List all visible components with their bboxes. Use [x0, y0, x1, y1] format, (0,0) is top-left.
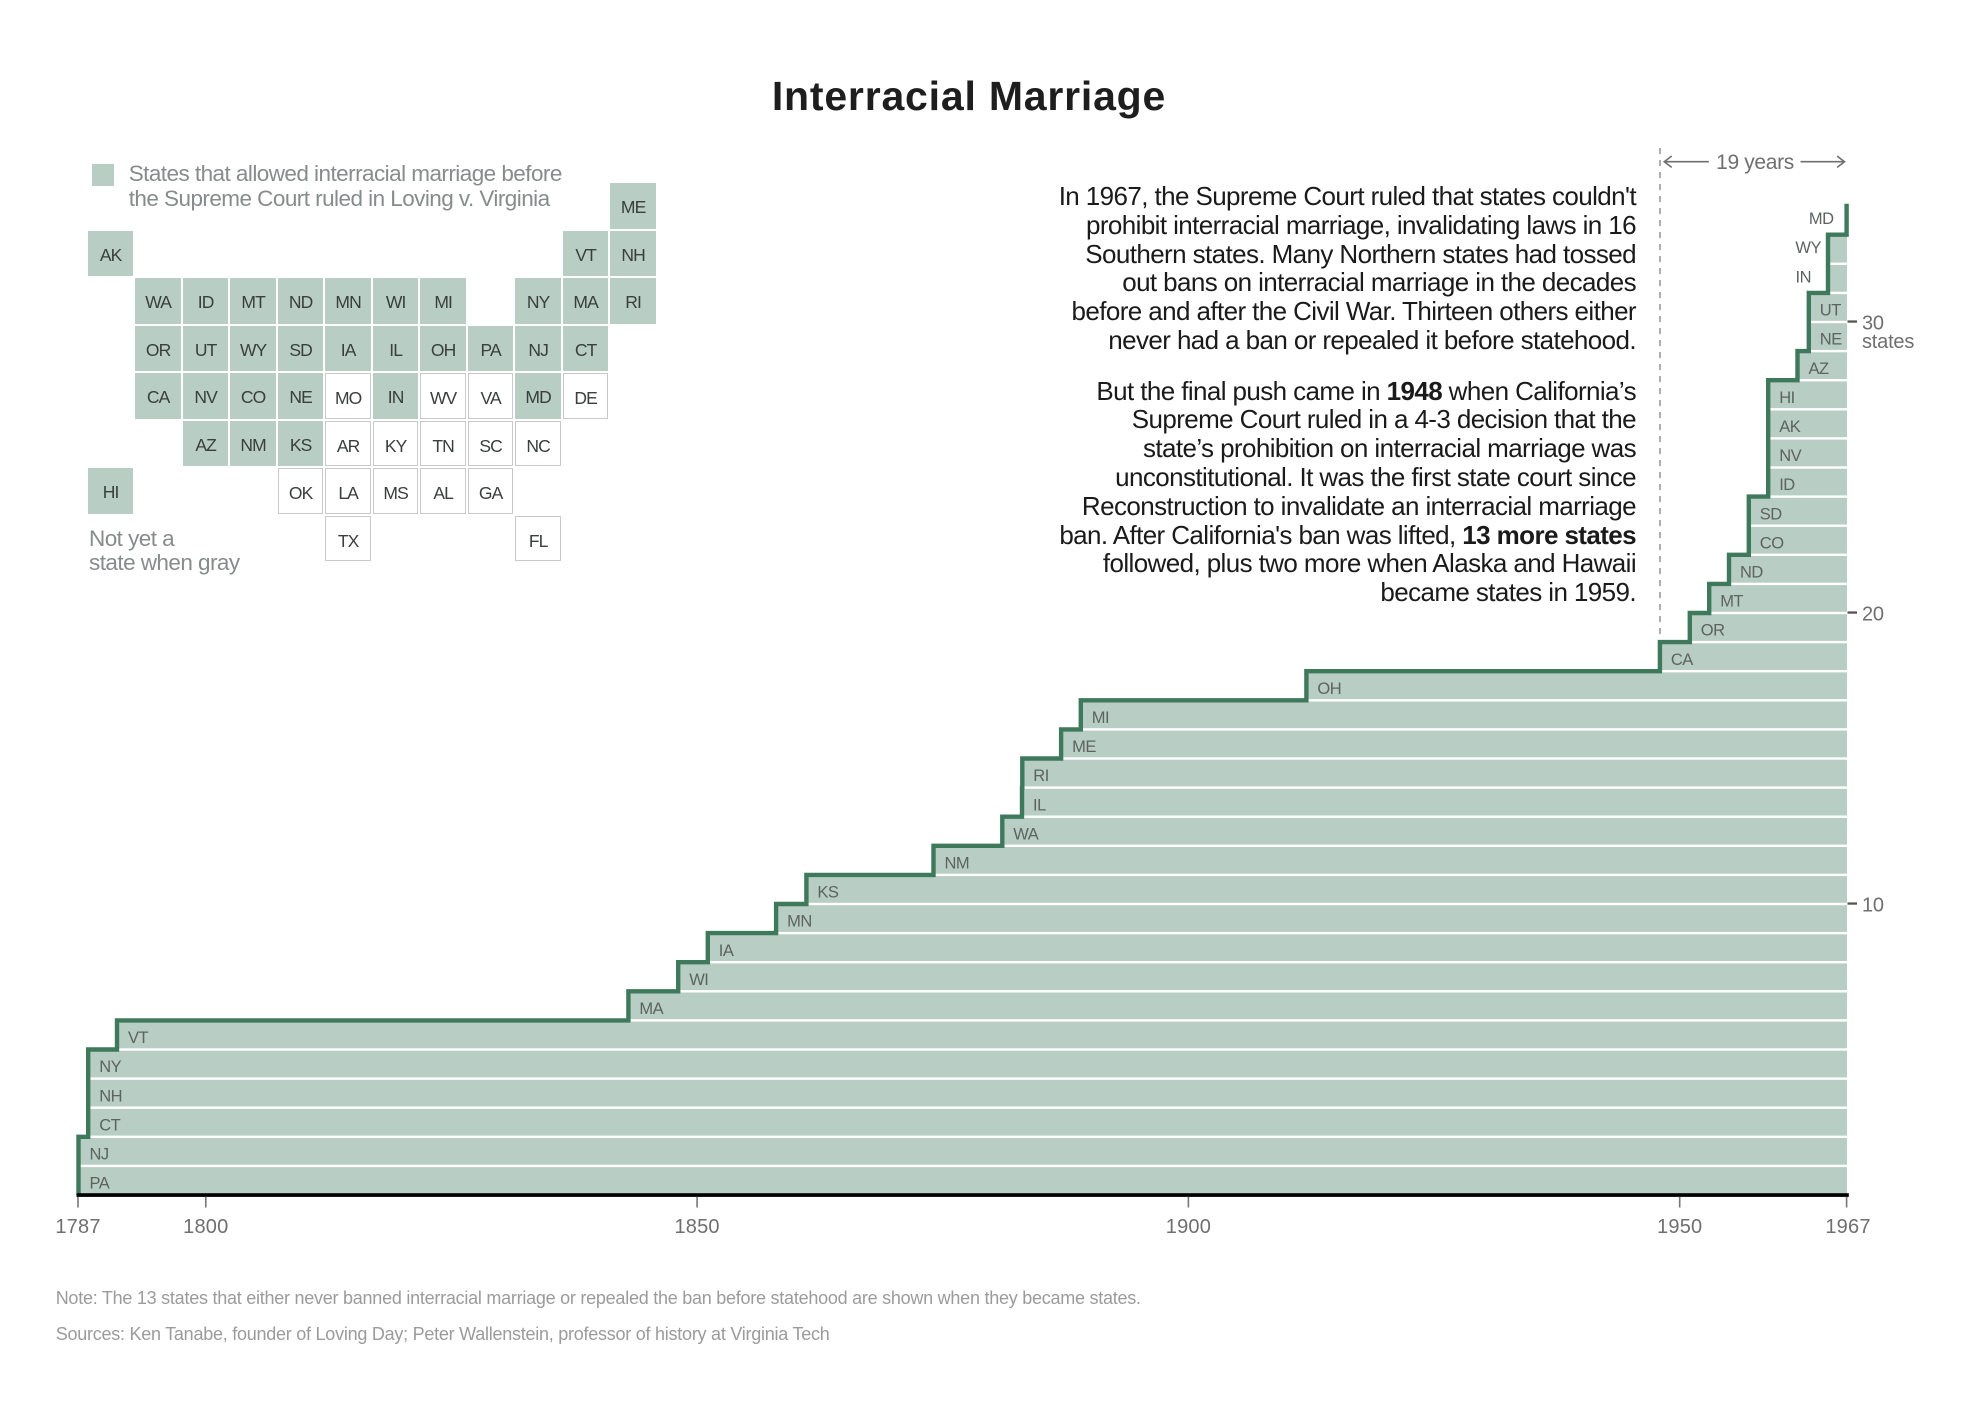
svg-text:NJ: NJ	[90, 1146, 109, 1164]
svg-text:1950: 1950	[1657, 1216, 1702, 1238]
svg-text:OR: OR	[1701, 622, 1725, 640]
svg-text:KS: KS	[817, 884, 839, 902]
svg-text:1900: 1900	[1166, 1216, 1211, 1238]
svg-text:IN: IN	[1796, 268, 1812, 286]
svg-text:19 years: 19 years	[1716, 151, 1794, 174]
svg-text:UT: UT	[1820, 302, 1841, 320]
svg-text:NE: NE	[1820, 331, 1842, 349]
svg-text:SD: SD	[1760, 505, 1783, 523]
svg-text:MA: MA	[639, 1000, 663, 1018]
svg-text:RI: RI	[1033, 767, 1049, 785]
svg-text:IL: IL	[1033, 796, 1046, 814]
svg-text:HI: HI	[1779, 389, 1795, 407]
svg-text:30: 30	[1862, 312, 1884, 334]
svg-text:WI: WI	[689, 971, 708, 989]
svg-text:CT: CT	[99, 1116, 120, 1134]
svg-text:1967: 1967	[1825, 1216, 1870, 1238]
svg-text:MI: MI	[1092, 709, 1109, 727]
svg-text:MT: MT	[1720, 593, 1743, 611]
svg-text:1800: 1800	[183, 1216, 228, 1238]
svg-text:OH: OH	[1317, 680, 1341, 698]
svg-text:1850: 1850	[674, 1216, 719, 1238]
svg-text:CO: CO	[1760, 534, 1784, 552]
svg-text:MD: MD	[1809, 210, 1834, 228]
svg-text:CA: CA	[1671, 651, 1693, 669]
svg-text:NH: NH	[99, 1087, 122, 1105]
svg-text:NM: NM	[945, 855, 970, 873]
svg-text:AZ: AZ	[1809, 360, 1830, 378]
svg-text:IA: IA	[719, 942, 734, 960]
svg-text:ME: ME	[1072, 738, 1096, 756]
svg-text:MN: MN	[787, 913, 812, 931]
svg-text:NV: NV	[1779, 447, 1801, 465]
svg-text:NY: NY	[99, 1058, 121, 1076]
svg-text:ND: ND	[1740, 564, 1763, 582]
svg-text:20: 20	[1862, 603, 1884, 625]
svg-text:1787: 1787	[55, 1216, 100, 1238]
svg-text:VT: VT	[128, 1029, 149, 1047]
svg-text:AK: AK	[1779, 418, 1801, 436]
svg-text:PA: PA	[90, 1175, 110, 1193]
svg-text:10: 10	[1862, 894, 1884, 916]
svg-text:WY: WY	[1795, 239, 1821, 257]
svg-text:states: states	[1862, 331, 1914, 353]
svg-text:WA: WA	[1013, 825, 1038, 843]
svg-text:ID: ID	[1779, 476, 1795, 494]
